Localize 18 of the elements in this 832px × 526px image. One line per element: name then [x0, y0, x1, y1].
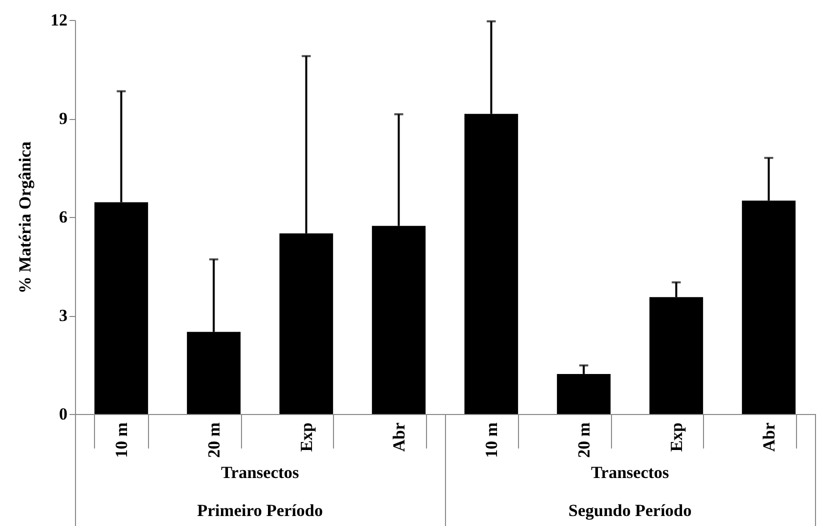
x-tick-label: Exp [666, 422, 686, 452]
y-tick-label: 9 [59, 109, 68, 128]
x-tick-label: 10 m [112, 422, 131, 458]
y-tick-label: 3 [59, 306, 68, 325]
x-tick-label: 10 m [482, 422, 501, 458]
x-tick-label: Exp [296, 422, 316, 452]
y-tick-label: 0 [59, 404, 68, 424]
x-tick-label: 20 m [574, 422, 594, 458]
text: Primeiro Período [196, 501, 324, 521]
x-tick-label: Abr [759, 422, 778, 452]
text: Transectos [590, 463, 670, 483]
y-axis-title: % Matéria Orgânica [16, 140, 34, 294]
y-tick-label: 6 [59, 208, 68, 226]
y-tick-label: 12 [50, 10, 68, 30]
text: Segundo Período [567, 501, 693, 521]
x-tick-label: 20 m [204, 422, 224, 458]
x-tick-label: Abr [389, 422, 408, 452]
text: Transectos [220, 463, 300, 483]
